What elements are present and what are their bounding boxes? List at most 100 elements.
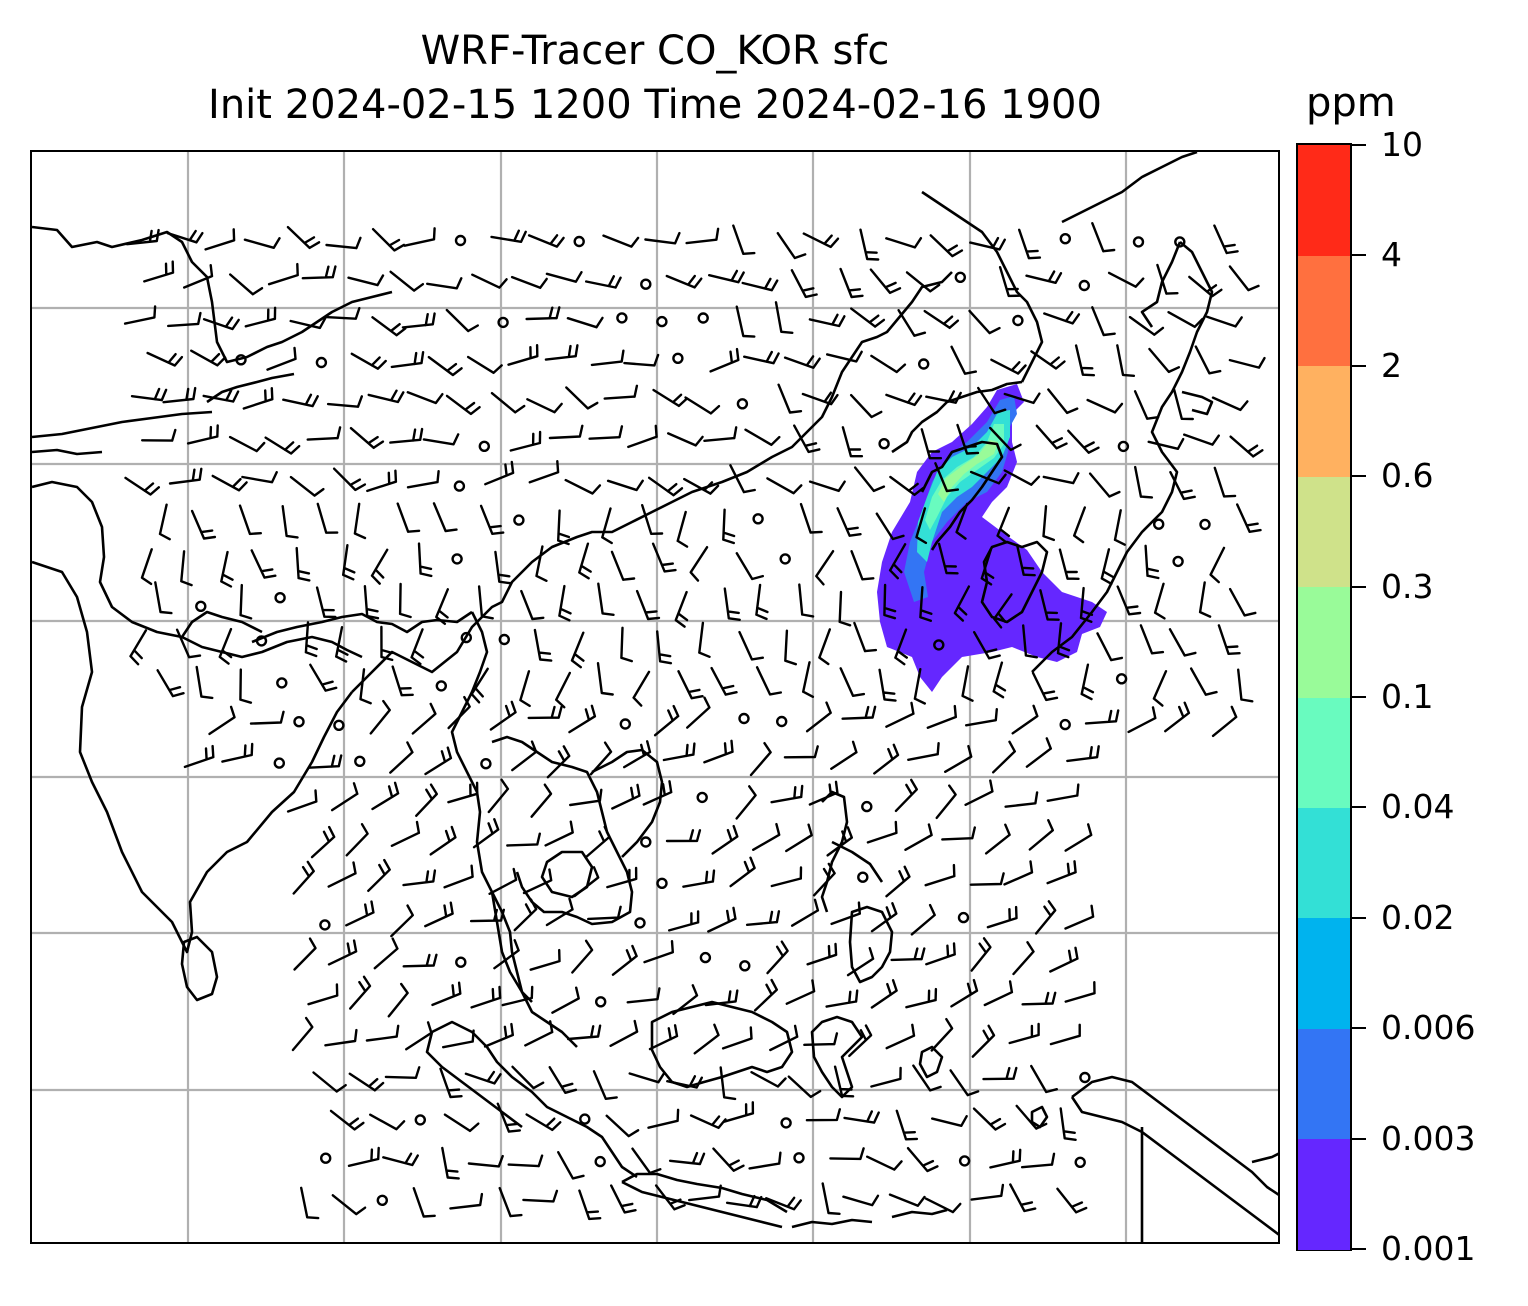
wind-barb (472, 818, 500, 849)
wind-barb (707, 906, 737, 933)
wind-barb (382, 1152, 419, 1167)
wind-barb (1004, 791, 1039, 808)
wind-barb (955, 502, 969, 540)
wind-barb (905, 987, 938, 1009)
wind-barb (674, 590, 689, 628)
wind-barb (349, 975, 372, 1010)
wind-barb (566, 316, 604, 329)
wind-barb (494, 550, 512, 585)
calm-wind-marker (954, 271, 966, 284)
wind-barb (526, 398, 563, 414)
wind-barb (846, 947, 875, 977)
calm-wind-marker (595, 996, 607, 1008)
wind-barb (623, 740, 652, 769)
wind-barb (1031, 671, 1059, 702)
wind-barb (749, 742, 772, 777)
wind-barb (993, 593, 1013, 629)
map-canvas (32, 152, 1278, 1242)
calm-wind-marker (861, 800, 873, 813)
colorbar-segment (1298, 1028, 1350, 1140)
wind-barb (641, 504, 664, 535)
calm-wind-marker (619, 718, 631, 730)
wind-barb (507, 344, 539, 366)
wind-barb (304, 621, 318, 658)
wind-barb (969, 872, 1005, 886)
wind-barb (489, 700, 517, 731)
wind-barb (570, 631, 585, 669)
wind-barb (992, 740, 1016, 774)
colorbar-segment (1298, 476, 1350, 588)
wind-barb (424, 746, 453, 776)
wind-barb (712, 1147, 745, 1172)
wind-barb (873, 743, 900, 775)
wind-barb (853, 621, 878, 653)
calm-wind-marker (793, 1152, 805, 1164)
wind-barb (307, 983, 339, 1006)
wind-barb (972, 1107, 1007, 1131)
wind-barb (1228, 265, 1260, 292)
wind-barb (934, 462, 960, 493)
tracer-plume (877, 384, 1107, 692)
wind-barb (1008, 1022, 1040, 1045)
wind-barb (389, 270, 425, 292)
wind-barb (1030, 1064, 1058, 1094)
wind-barb (889, 475, 925, 496)
colorbar-tick (1352, 254, 1366, 257)
calm-wind-marker (672, 352, 684, 365)
wind-barb (422, 433, 460, 446)
wind-barb (686, 696, 711, 729)
wind-barb (790, 898, 820, 927)
wind-barb (1127, 706, 1157, 734)
wind-barb (907, 742, 940, 761)
calm-wind-marker (640, 836, 652, 848)
wind-barb (802, 661, 815, 698)
wind-barb (589, 741, 613, 776)
wind-barb (698, 621, 711, 658)
calm-wind-marker (579, 1113, 591, 1125)
wind-barb (545, 897, 574, 927)
calm-wind-marker (736, 398, 749, 410)
wind-barb (774, 301, 794, 334)
calm-wind-marker (616, 312, 628, 324)
wind-barb (175, 628, 202, 659)
wind-barb (830, 901, 861, 926)
wind-barb (623, 353, 660, 367)
colorbar-tick (1352, 1027, 1366, 1030)
wind-barb (335, 626, 349, 663)
wind-barb (529, 948, 561, 971)
wind-barb (912, 1064, 942, 1092)
wind-barb (683, 477, 720, 495)
wind-barb (841, 705, 877, 720)
wind-barb (605, 1114, 640, 1138)
colorbar-tick-label: 4 (1381, 235, 1402, 275)
wind-barb (925, 942, 956, 966)
calm-wind-marker (235, 354, 247, 366)
calm-wind-marker (315, 356, 328, 369)
wind-barb (567, 1024, 602, 1041)
wind-barb (723, 587, 741, 621)
wind-barb (1086, 398, 1124, 414)
wind-barb (643, 940, 674, 964)
wind-barb (677, 670, 704, 700)
wind-barb (1194, 345, 1222, 375)
wind-barb (748, 1151, 782, 1170)
wind-barb (685, 227, 720, 245)
calm-wind-marker (255, 635, 268, 647)
wind-barb (426, 277, 463, 290)
wind-barb (293, 937, 317, 971)
wind-barb (1043, 310, 1081, 325)
colorbar-segment (1298, 365, 1350, 477)
calm-wind-marker (435, 680, 447, 692)
wind-barb (1030, 350, 1066, 370)
wind-barb (970, 1183, 1005, 1201)
colorbar-tick (1352, 585, 1366, 588)
wind-barb (241, 471, 278, 484)
wind-barb (470, 667, 489, 704)
wind-barb (535, 545, 548, 582)
wind-barb (568, 704, 597, 734)
wind-barb (1236, 503, 1262, 533)
colorbar-tick (1352, 806, 1366, 809)
wind-barb (1173, 388, 1194, 421)
colorbar-segment (1298, 697, 1350, 808)
wind-barb (662, 742, 696, 762)
